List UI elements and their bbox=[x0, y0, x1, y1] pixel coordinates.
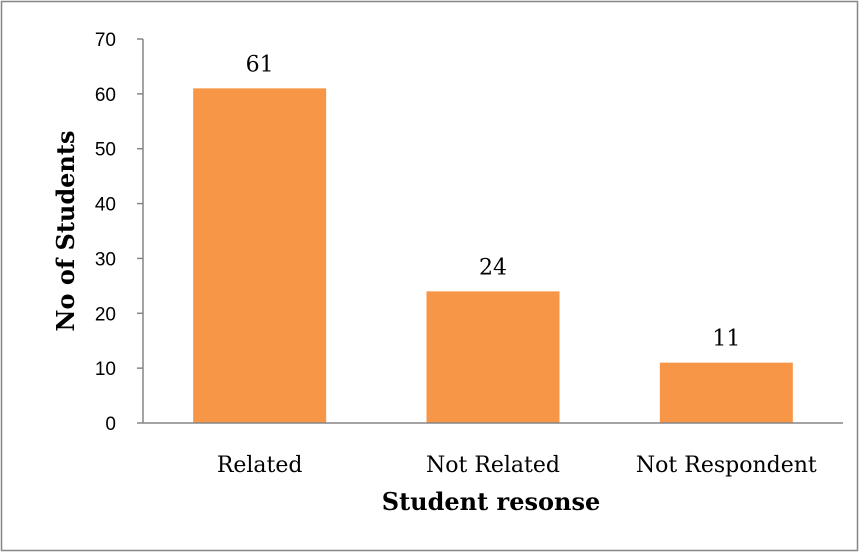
y-tick-label: 20 bbox=[95, 304, 116, 325]
data-label: 24 bbox=[479, 255, 507, 280]
y-axis-ticks: 0 10 20 30 40 50 60 70 bbox=[95, 30, 143, 435]
x-axis-categories: Related Not Related Not Respondent bbox=[217, 453, 817, 478]
y-tick-label: 40 bbox=[95, 195, 116, 216]
x-category-label: Related bbox=[217, 453, 303, 478]
data-label: 61 bbox=[246, 52, 274, 77]
bar bbox=[193, 88, 327, 423]
x-category-label: Not Related bbox=[426, 453, 560, 478]
y-axis-title: No of Students bbox=[51, 131, 80, 332]
y-tick-label: 60 bbox=[95, 85, 116, 106]
y-tick-label: 10 bbox=[95, 359, 116, 380]
y-tick-label: 0 bbox=[105, 414, 116, 435]
bars bbox=[193, 88, 793, 423]
x-axis-title: Student resonse bbox=[382, 487, 600, 516]
x-category-label: Not Respondent bbox=[636, 453, 817, 478]
y-tick-label: 50 bbox=[95, 140, 116, 161]
y-tick-label: 30 bbox=[95, 249, 116, 270]
y-tick-label: 70 bbox=[95, 30, 116, 51]
bar bbox=[659, 362, 793, 423]
bar bbox=[426, 291, 560, 423]
data-label: 11 bbox=[712, 327, 740, 352]
data-labels: 61 24 11 bbox=[246, 52, 741, 351]
